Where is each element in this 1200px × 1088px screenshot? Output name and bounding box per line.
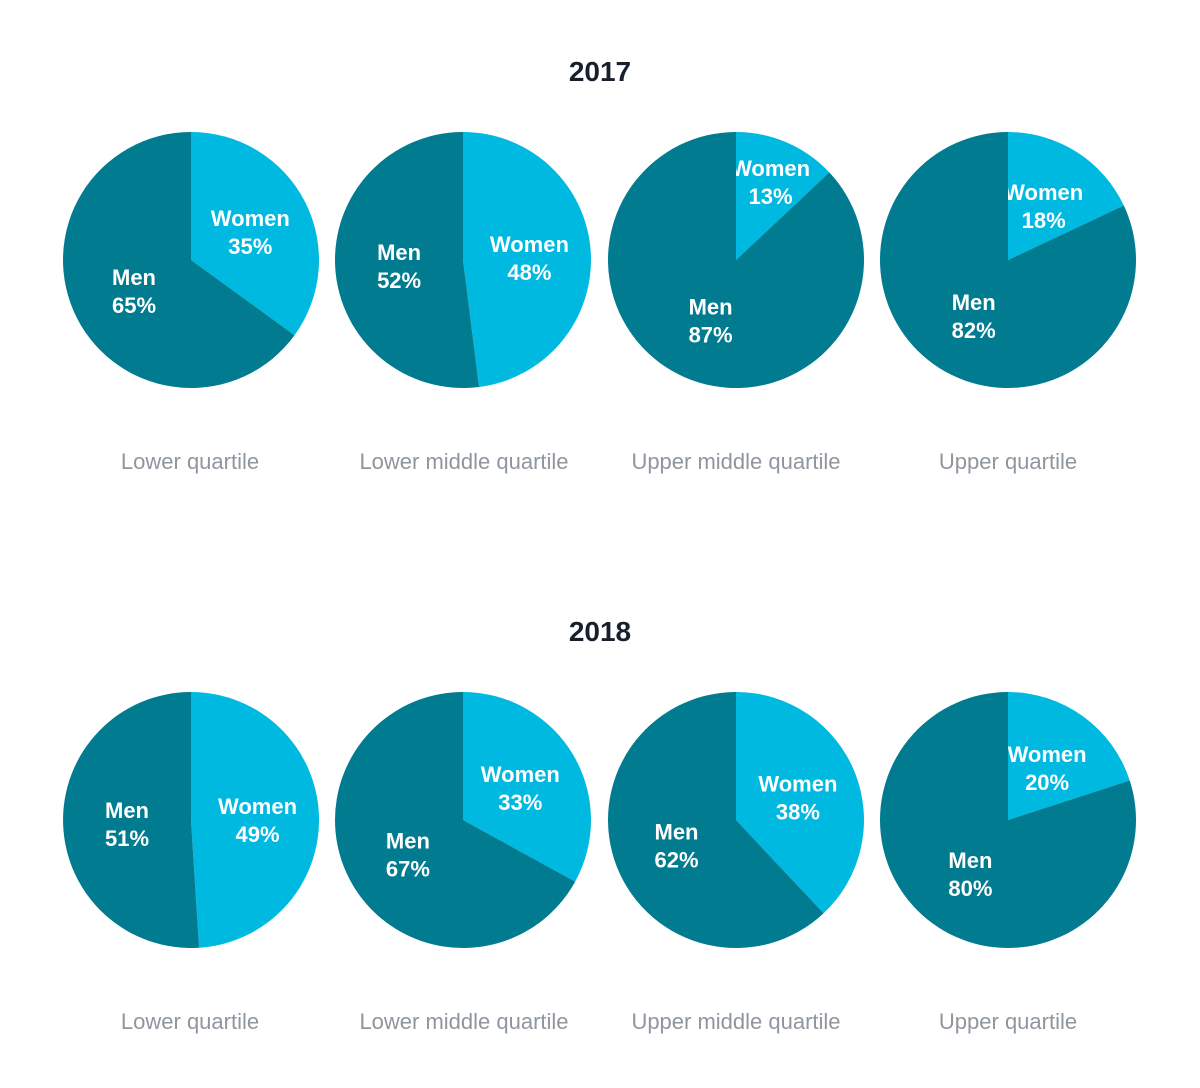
slice-label-women-lower-middle: Women 33% bbox=[481, 762, 560, 815]
pie-row-2017: Women 35% Men 65% Women 48% Men 52% Women 13% Men 8… bbox=[62, 132, 1137, 388]
quartile-label-upper-middle: Upper middle quartile bbox=[631, 449, 841, 474]
slice-label-men-upper-middle: Men 62% bbox=[654, 820, 698, 873]
slice-series-name: Men bbox=[948, 848, 992, 873]
slice-series-name: Women bbox=[1008, 742, 1087, 767]
slice-series-name: Women bbox=[1004, 180, 1083, 205]
slice-value: 87% bbox=[689, 323, 733, 348]
slice-label-men-upper: Men 80% bbox=[948, 848, 992, 901]
slice-series-name: Women bbox=[218, 794, 297, 819]
pie-slice-women-lower bbox=[191, 132, 319, 336]
pie-slice-women-lower-middle bbox=[463, 692, 592, 882]
slice-series-name: Men bbox=[105, 798, 149, 823]
slice-series-name: Men bbox=[689, 295, 733, 320]
slice-label-men-lower-middle: Men 52% bbox=[377, 240, 421, 293]
slice-label-women-upper: Women 18% bbox=[1004, 180, 1083, 233]
pie-slice-men-upper-middle bbox=[608, 132, 865, 388]
pie-slice-men-lower-middle bbox=[334, 132, 480, 388]
slice-label-men-upper: Men 82% bbox=[952, 290, 996, 343]
slice-label-women-upper-middle: Women 38% bbox=[758, 772, 837, 825]
slice-value: 35% bbox=[228, 234, 272, 259]
slice-value: 67% bbox=[386, 857, 430, 882]
pie-slice-women-upper bbox=[1008, 132, 1124, 260]
slice-label-men-upper-middle: Men 87% bbox=[689, 295, 733, 348]
slice-value: 20% bbox=[1025, 770, 1069, 795]
slice-label-women-upper-middle: Women 13% bbox=[731, 156, 810, 209]
pie-slice-men-upper-middle bbox=[608, 692, 824, 948]
slice-label-women-lower: Women 35% bbox=[211, 206, 290, 259]
slice-label-men-lower-middle: Men 67% bbox=[386, 829, 430, 882]
slice-series-name: Women bbox=[490, 232, 569, 257]
slice-value: 82% bbox=[952, 318, 996, 343]
slice-series-name: Men bbox=[377, 240, 421, 265]
slice-value: 65% bbox=[112, 293, 156, 318]
quartile-label-lower: Lower quartile bbox=[120, 1009, 260, 1034]
quartile-label-upper: Upper quartile bbox=[938, 449, 1078, 474]
slice-value: 49% bbox=[235, 822, 279, 847]
slice-value: 18% bbox=[1022, 208, 1066, 233]
slice-value: 80% bbox=[948, 876, 992, 901]
slice-label-men-lower: Men 65% bbox=[112, 265, 156, 318]
pie-slice-women-lower-middle bbox=[463, 132, 591, 387]
pie-slice-women-upper-middle bbox=[736, 132, 830, 260]
chart-title-2017: 2017 bbox=[568, 56, 632, 87]
pie-slice-men-lower-middle bbox=[335, 692, 576, 948]
slice-series-name: Women bbox=[481, 762, 560, 787]
slice-value: 48% bbox=[507, 260, 551, 285]
slice-value: 52% bbox=[377, 268, 421, 293]
slice-series-name: Women bbox=[731, 156, 810, 181]
slice-value: 33% bbox=[498, 790, 542, 815]
quartile-label-lower: Lower quartile bbox=[120, 449, 260, 474]
slice-label-women-lower: Women 49% bbox=[218, 794, 297, 847]
slice-value: 51% bbox=[105, 826, 149, 851]
slice-series-name: Men bbox=[112, 265, 156, 290]
pie-row-2018: Women 49% Men 51% Women 33% Men 67% Women 38% Men 6… bbox=[63, 692, 1137, 948]
slice-value: 13% bbox=[749, 184, 793, 209]
pie-slice-women-upper-middle bbox=[736, 692, 865, 914]
slice-value: 38% bbox=[776, 800, 820, 825]
quartile-label-upper: Upper quartile bbox=[938, 1009, 1078, 1034]
quartile-label-upper-middle: Upper middle quartile bbox=[631, 1009, 841, 1034]
slice-value: 62% bbox=[654, 848, 698, 873]
slice-series-name: Men bbox=[386, 829, 430, 854]
slice-series-name: Women bbox=[758, 772, 837, 797]
slice-series-name: Women bbox=[211, 206, 290, 231]
slice-label-men-lower: Men 51% bbox=[105, 798, 149, 851]
pie-slice-men-lower bbox=[63, 692, 200, 948]
pie-slice-women-upper bbox=[1008, 692, 1130, 820]
pie-slice-women-lower bbox=[191, 692, 320, 948]
pie-slice-men-upper bbox=[880, 132, 1137, 388]
pie-slice-men-lower bbox=[62, 132, 295, 388]
slice-series-name: Men bbox=[952, 290, 996, 315]
slice-label-women-upper: Women 20% bbox=[1008, 742, 1087, 795]
chart-title-2018: 2018 bbox=[568, 616, 632, 647]
quartile-label-lower-middle: Lower middle quartile bbox=[359, 1009, 569, 1034]
quartile-label-lower-middle: Lower middle quartile bbox=[359, 449, 569, 474]
pie-slice-men-upper bbox=[880, 692, 1137, 948]
slice-label-women-lower-middle: Women 48% bbox=[490, 232, 569, 285]
slice-series-name: Men bbox=[655, 820, 699, 845]
